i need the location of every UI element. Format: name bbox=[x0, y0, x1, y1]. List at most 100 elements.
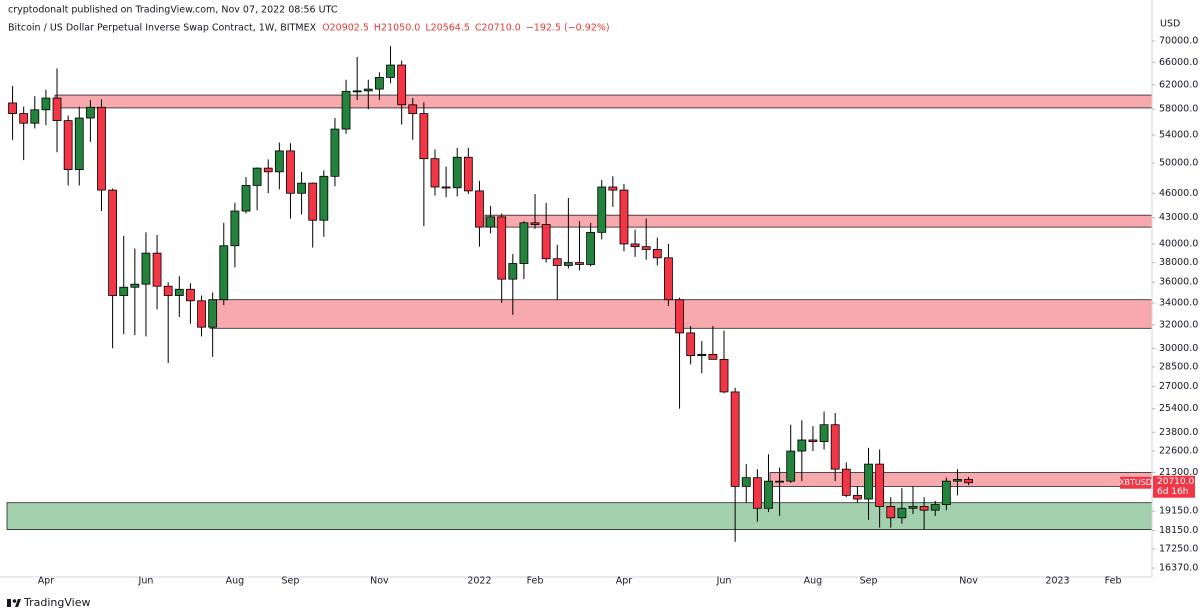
candle-body bbox=[808, 439, 818, 442]
y-tick-label: 62000.0 bbox=[1159, 79, 1198, 90]
y-tick-label: 32000.0 bbox=[1159, 319, 1198, 330]
y-tick-label: 36000.0 bbox=[1159, 277, 1198, 288]
y-tick-label: 23800.0 bbox=[1159, 427, 1198, 438]
candle-body bbox=[675, 299, 684, 334]
candle-body bbox=[741, 477, 751, 487]
candle-body bbox=[341, 91, 351, 130]
y-tick-label: 34000.0 bbox=[1159, 297, 1198, 308]
y-tick-label: 27000.0 bbox=[1159, 381, 1198, 392]
y-tick-label: 25400.0 bbox=[1159, 403, 1198, 414]
x-tick-label: Aug bbox=[226, 576, 245, 587]
candle-body bbox=[30, 109, 40, 124]
x-tick-label: Jun bbox=[138, 576, 154, 587]
candle-body bbox=[586, 231, 596, 265]
candle-body bbox=[686, 332, 696, 357]
candle-body bbox=[230, 210, 240, 247]
y-tick-label: 16370.0 bbox=[1159, 563, 1198, 574]
candle-body bbox=[63, 120, 73, 170]
candle-body bbox=[619, 189, 629, 245]
y-tick-label: 17250.0 bbox=[1159, 544, 1198, 555]
candle-body bbox=[563, 262, 573, 266]
candle-body bbox=[864, 463, 873, 500]
candle-body bbox=[697, 353, 707, 357]
candle-body bbox=[630, 243, 640, 248]
y-tick-label: 19150.0 bbox=[1159, 506, 1198, 517]
candle-body bbox=[519, 222, 529, 264]
candle-body bbox=[419, 113, 429, 160]
candle-body bbox=[141, 252, 151, 285]
logo-part bbox=[12, 599, 17, 603]
candle-body bbox=[786, 450, 796, 482]
footer-brand: TradingView bbox=[23, 596, 90, 609]
countdown: 6d 16h bbox=[1157, 487, 1188, 497]
candle-body bbox=[163, 285, 173, 296]
candle-body bbox=[797, 439, 807, 452]
candle-body bbox=[719, 358, 729, 393]
candle-body bbox=[730, 391, 740, 487]
candle-body bbox=[652, 249, 662, 259]
ohlc-value: C20710.0 bbox=[475, 23, 521, 34]
candle-body bbox=[708, 353, 718, 360]
candle-body bbox=[597, 186, 607, 233]
candle-body bbox=[152, 252, 162, 287]
symbol-tag: XBTUSD bbox=[1119, 478, 1152, 487]
x-tick-label: Nov bbox=[959, 576, 978, 587]
x-tick-label: Feb bbox=[527, 576, 544, 587]
x-tick-label: Jun bbox=[716, 576, 732, 587]
candle-body bbox=[97, 106, 106, 191]
candle-body bbox=[375, 77, 384, 90]
y-tick-label: 46000.0 bbox=[1159, 188, 1198, 199]
x-tick-label: Nov bbox=[370, 576, 389, 587]
symbol-legend: Bitcoin / US Dollar Perpetual Inverse Sw… bbox=[8, 23, 317, 34]
x-tick-label: Apr bbox=[616, 576, 633, 587]
y-tick-label: 50000.0 bbox=[1159, 158, 1198, 169]
candle-body bbox=[286, 150, 295, 194]
candle-body bbox=[252, 167, 262, 186]
x-tick-label: Feb bbox=[1105, 576, 1122, 587]
candle-body bbox=[330, 128, 340, 177]
candle-body bbox=[452, 156, 462, 189]
candle-body bbox=[174, 288, 184, 296]
candle-body bbox=[297, 182, 306, 194]
price-tag-box bbox=[1153, 475, 1195, 498]
y-tick-label: 18150.0 bbox=[1159, 525, 1198, 536]
zone bbox=[54, 94, 1153, 109]
price-tag: 20710.0 bbox=[1157, 477, 1194, 487]
candle-body bbox=[241, 185, 251, 212]
candle-body bbox=[119, 286, 129, 296]
ohlc-value: L20564.5 bbox=[425, 23, 470, 34]
candle-body bbox=[530, 222, 540, 225]
axes: 70000.0 66000.0 62000.0 58000.0 54000.0 50000… bbox=[38, 35, 1199, 586]
candle-body bbox=[664, 257, 673, 301]
candle-body bbox=[641, 246, 651, 250]
candle-body bbox=[41, 97, 51, 111]
candle-body bbox=[52, 97, 62, 122]
y-tick-label: 38000.0 bbox=[1159, 257, 1198, 268]
logo-part bbox=[7, 599, 11, 607]
y-tick-label: 40000.0 bbox=[1159, 238, 1198, 249]
candle-body bbox=[919, 506, 929, 511]
candle-body bbox=[197, 300, 206, 328]
zone bbox=[6, 502, 1153, 530]
candle-body bbox=[886, 506, 896, 519]
candle-body bbox=[208, 299, 218, 328]
candle-body bbox=[319, 175, 329, 221]
candle-body bbox=[308, 182, 318, 221]
logo-part bbox=[15, 599, 21, 607]
candle-body bbox=[219, 245, 229, 301]
candle-body bbox=[608, 186, 618, 191]
candle-body bbox=[853, 494, 862, 500]
ohlc-value: H21050.0 bbox=[374, 23, 420, 34]
candle-body bbox=[897, 507, 907, 519]
x-tick-label: Aug bbox=[804, 576, 823, 587]
zone bbox=[484, 214, 1153, 228]
candle-body bbox=[130, 283, 140, 288]
candle-body bbox=[352, 90, 362, 93]
candle-body bbox=[552, 258, 562, 266]
candle-body bbox=[508, 263, 518, 280]
y-tick-label: 54000.0 bbox=[1159, 130, 1198, 141]
y-tick-label: 30000.0 bbox=[1159, 343, 1198, 354]
candle-body bbox=[475, 190, 484, 228]
